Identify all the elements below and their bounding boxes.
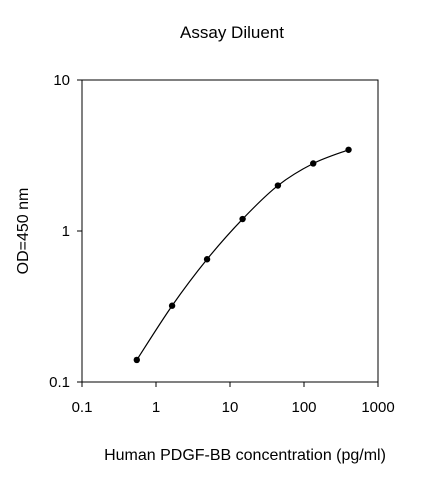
series-layer: [133, 146, 352, 364]
data-point: [203, 256, 211, 263]
y-axis: 0.1 1 10: [49, 72, 82, 391]
y-axis-label: OD=450 nm: [15, 188, 32, 275]
x-tick-label: 100: [291, 399, 316, 416]
data-point: [274, 182, 282, 189]
y-tick-label: 0.1: [49, 374, 70, 391]
data-point: [239, 215, 246, 223]
plot-frame: [81, 79, 379, 383]
y-tick-label: 10: [53, 72, 70, 89]
series-line: [136, 149, 349, 361]
data-point: [168, 302, 176, 309]
x-axis-label: Human PDGF-BB concentration (pg/ml): [104, 447, 386, 464]
x-tick-label: 1: [152, 399, 160, 416]
x-axis: 0.1 1 10 100 1000: [72, 382, 395, 416]
chart-title: Assay Diluent: [180, 23, 284, 42]
x-tick-label: 1000: [361, 399, 394, 416]
x-tick-label: 0.1: [72, 399, 93, 416]
x-tick-label: 10: [222, 399, 239, 416]
data-point: [310, 160, 317, 167]
data-point: [345, 146, 352, 153]
y-tick-label: 1: [62, 223, 70, 240]
data-point: [133, 356, 140, 364]
